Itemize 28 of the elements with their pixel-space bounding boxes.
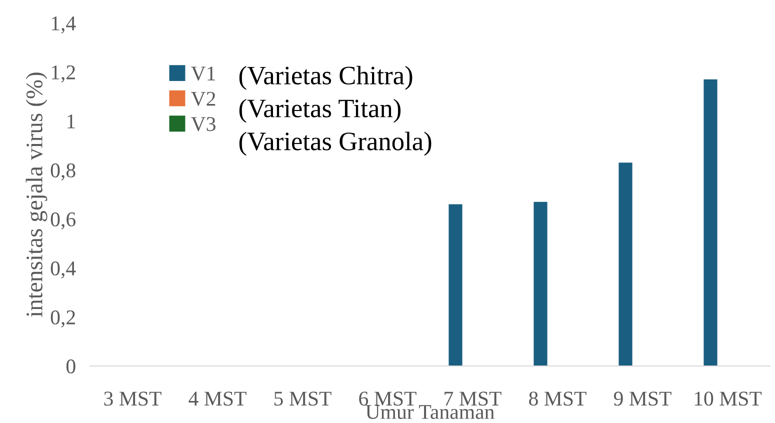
- x-tick-label: 3 MST: [104, 392, 162, 406]
- legend-label: V2: [191, 92, 216, 106]
- x-tick-label: 10 MST: [694, 392, 762, 406]
- y-tick-label: 1: [68, 114, 75, 128]
- y-tick-label: 0,8: [50, 163, 76, 180]
- x-tick-label: 5 MST: [274, 392, 332, 406]
- legend-label: V1: [191, 66, 215, 81]
- annotation: (Varietas Titan): [239, 98, 401, 123]
- y-tick-label: 1,2: [52, 65, 75, 82]
- y-axis-title: intensitas gejala virus (%): [26, 72, 48, 317]
- x-tick-label: 6 MST: [359, 392, 416, 406]
- x-tick-label: 9 MST: [614, 392, 672, 406]
- annotation: (Varietas Granola): [239, 132, 432, 156]
- bar: [704, 79, 718, 366]
- y-tick-label: 1,4: [52, 16, 76, 34]
- x-axis-title: Umur Tanaman: [366, 405, 494, 419]
- x-tick-label: 8 MST: [529, 392, 586, 406]
- y-tick-label: 0,4: [50, 261, 76, 278]
- x-tick-label: 4 MST: [188, 392, 246, 406]
- y-tick-label: 0,2: [50, 310, 75, 328]
- y-tick-label: 0: [66, 359, 76, 374]
- bar: [448, 204, 462, 366]
- bar: [618, 162, 632, 366]
- y-tick-label: 0,6: [50, 212, 76, 230]
- legend-label: V3: [191, 117, 216, 132]
- bar: [534, 202, 548, 366]
- x-tick-label: 7 MST: [444, 392, 502, 406]
- annotation: (Varietas Chitra): [239, 66, 412, 90]
